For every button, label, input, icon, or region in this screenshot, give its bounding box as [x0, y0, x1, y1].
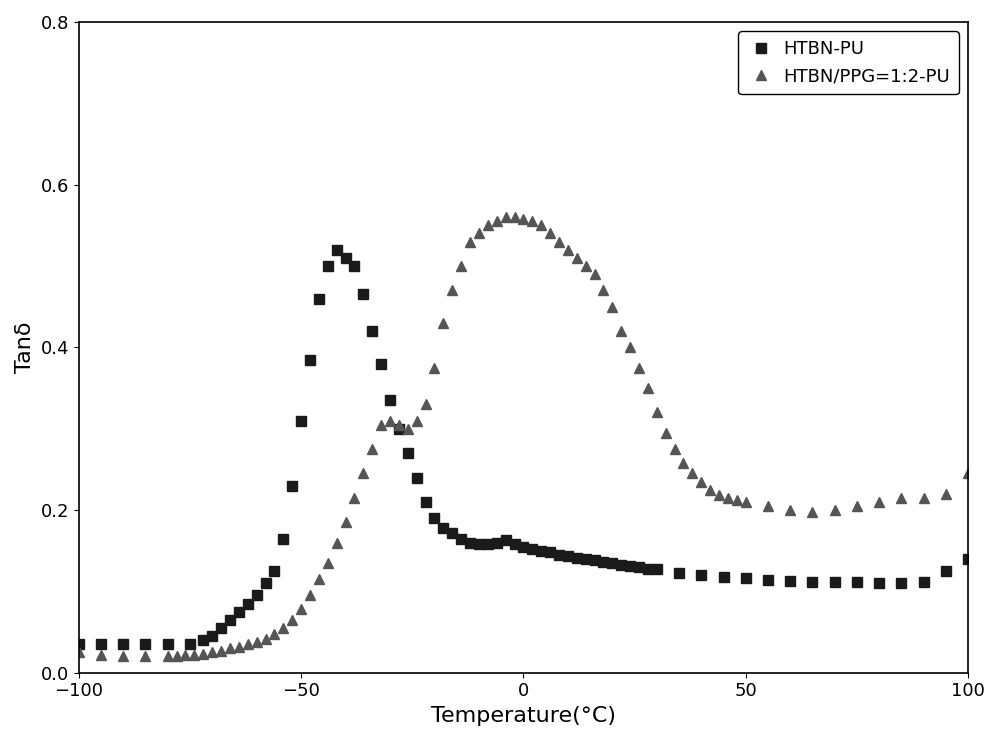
- HTBN/PPG=1:2-PU: [117, 652, 129, 661]
- HTBN/PPG=1:2-PU: [962, 469, 974, 478]
- HTBN-PU: [233, 608, 245, 617]
- HTBN-PU: [509, 539, 521, 548]
- HTBN/PPG=1:2-PU: [500, 213, 512, 222]
- HTBN-PU: [73, 639, 85, 648]
- HTBN-PU: [553, 551, 565, 559]
- HTBN/PPG=1:2-PU: [446, 286, 458, 295]
- HTBN-PU: [962, 554, 974, 563]
- HTBN/PPG=1:2-PU: [806, 508, 818, 516]
- HTBN/PPG=1:2-PU: [624, 343, 636, 352]
- Legend: HTBN-PU, HTBN/PPG=1:2-PU: HTBN-PU, HTBN/PPG=1:2-PU: [738, 31, 959, 94]
- Line: HTBN/PPG=1:2-PU: HTBN/PPG=1:2-PU: [74, 213, 973, 661]
- HTBN/PPG=1:2-PU: [73, 648, 85, 657]
- HTBN-PU: [366, 327, 378, 336]
- HTBN/PPG=1:2-PU: [597, 286, 609, 295]
- HTBN/PPG=1:2-PU: [571, 253, 583, 262]
- HTBN-PU: [580, 554, 592, 563]
- X-axis label: Temperature(°C): Temperature(°C): [431, 706, 616, 726]
- HTBN/PPG=1:2-PU: [562, 245, 574, 254]
- HTBN-PU: [331, 245, 343, 254]
- HTBN-PU: [295, 416, 307, 425]
- Y-axis label: Tanδ: Tanδ: [15, 322, 35, 373]
- Line: HTBN-PU: HTBN-PU: [74, 245, 973, 649]
